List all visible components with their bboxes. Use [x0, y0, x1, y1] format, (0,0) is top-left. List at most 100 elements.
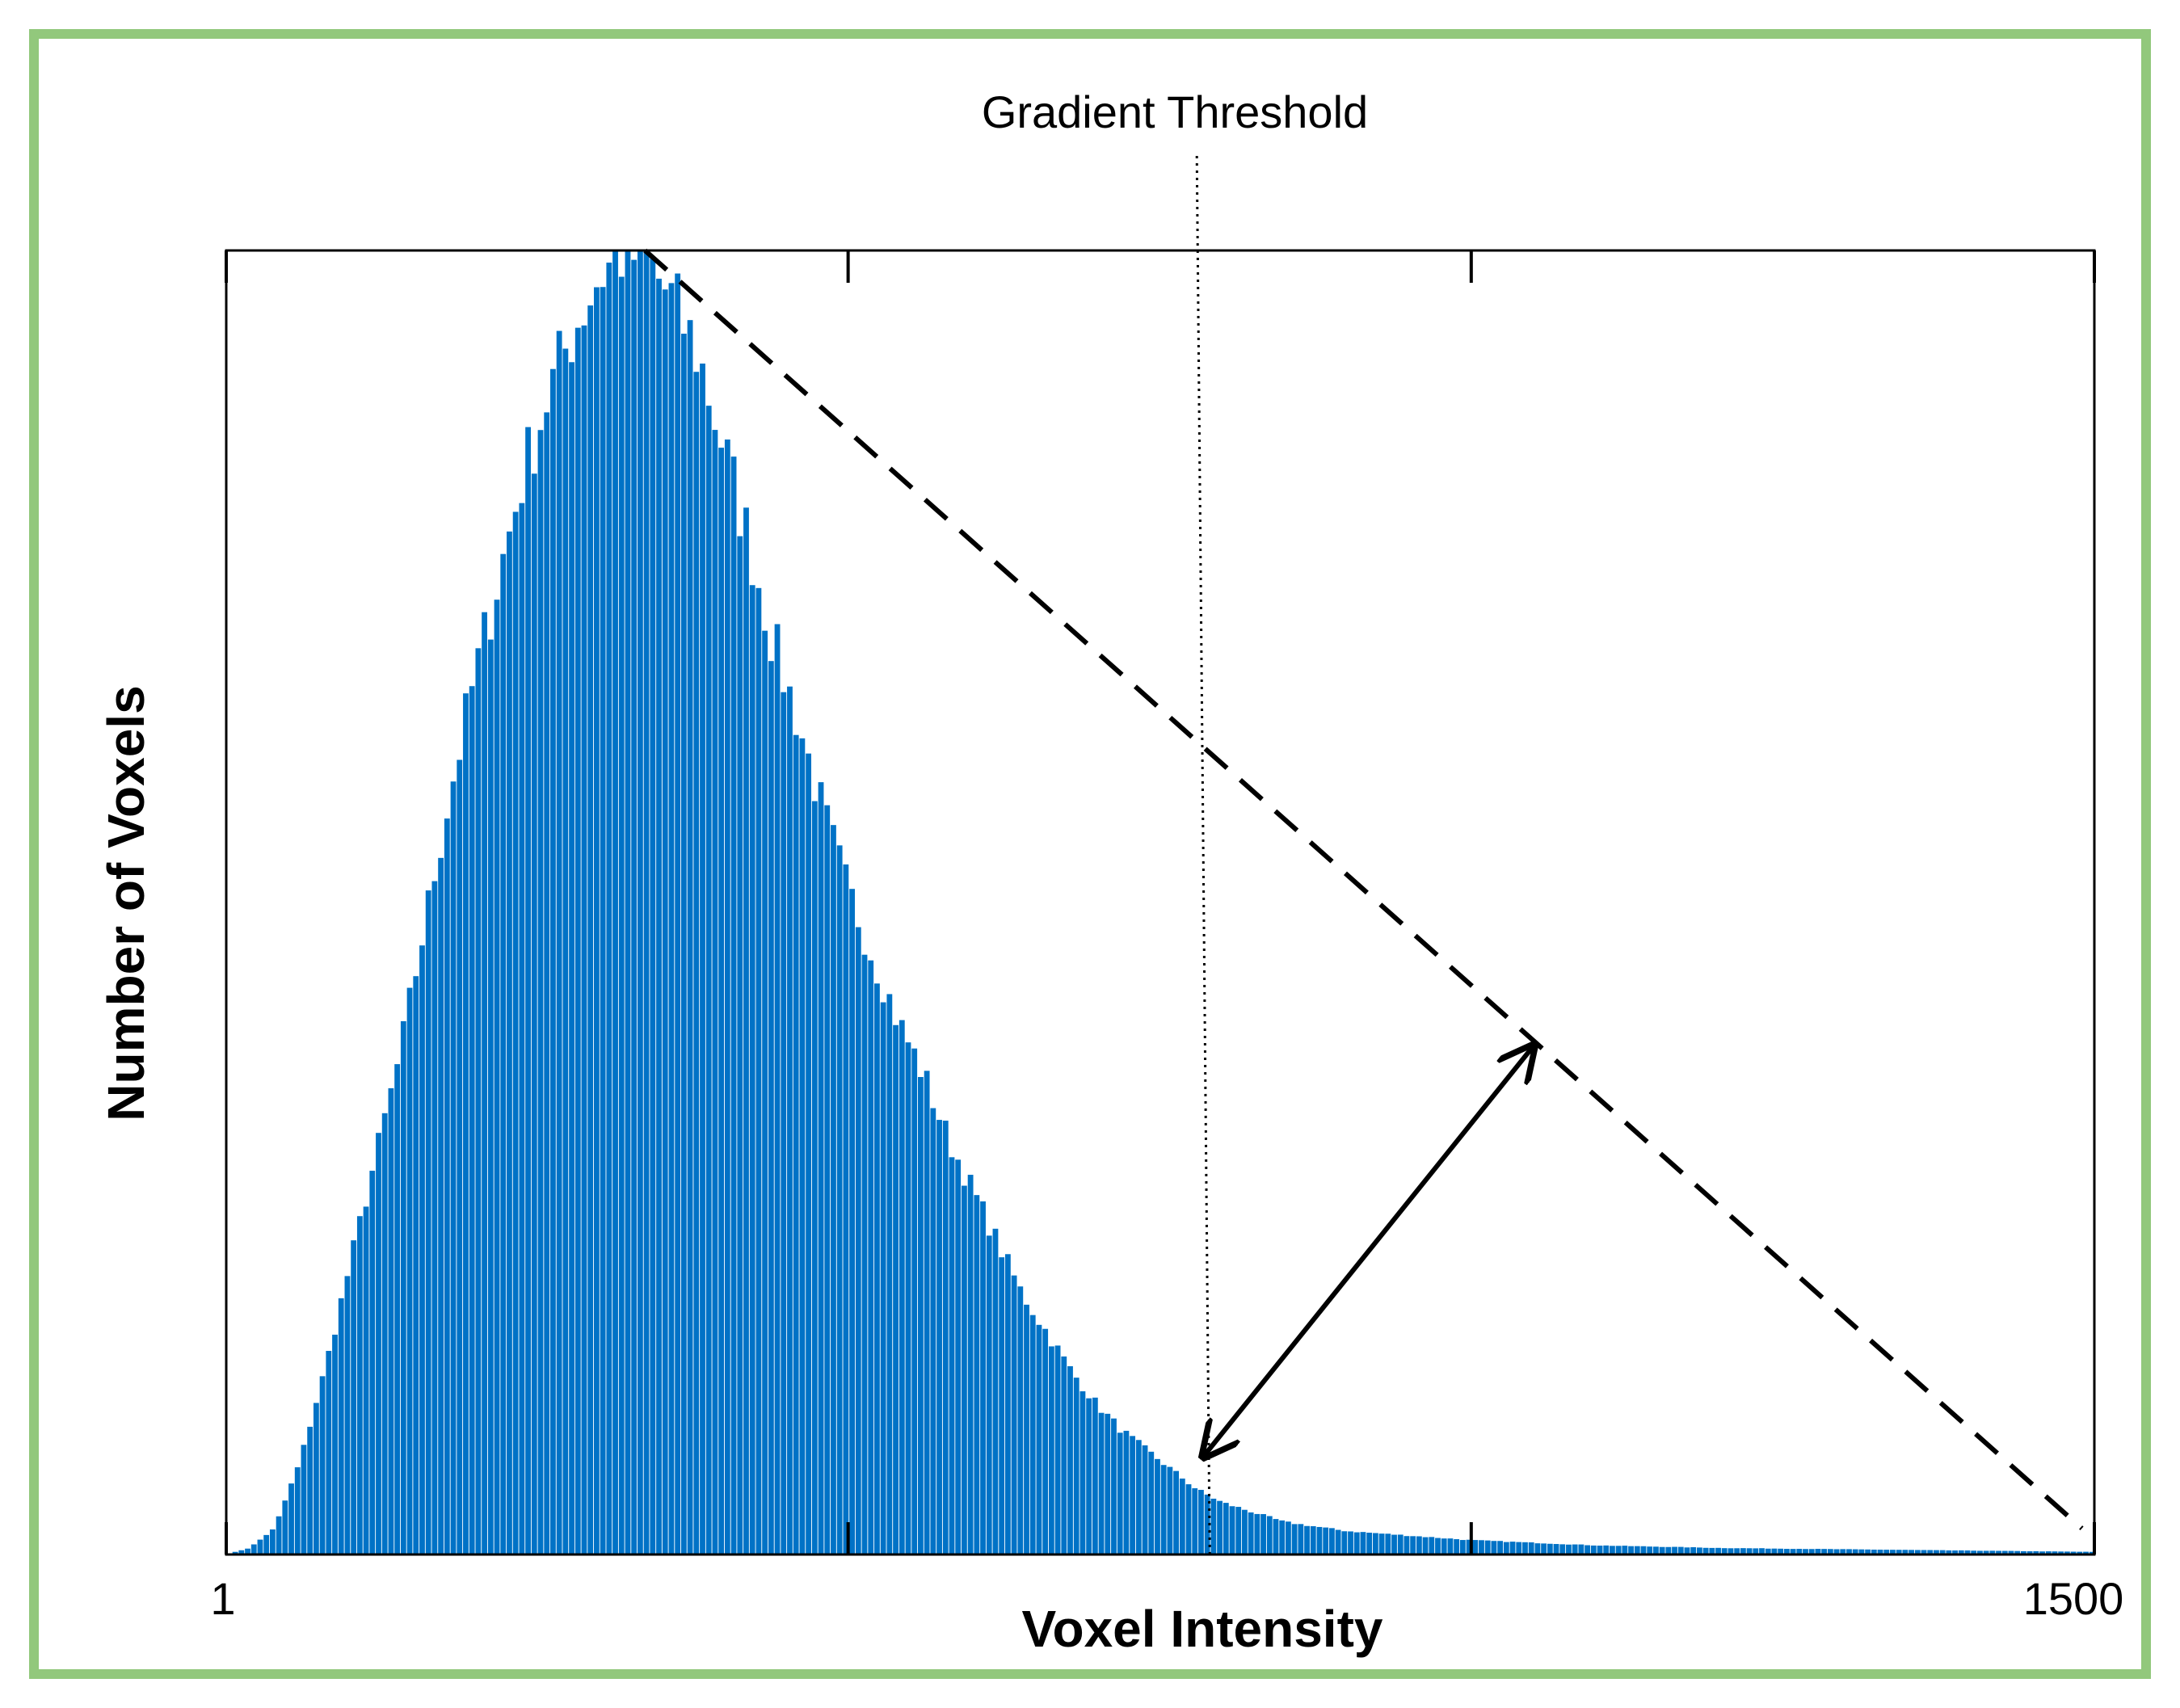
histogram-bar: [1385, 1533, 1391, 1554]
histogram-bar: [531, 473, 537, 1554]
histogram-bar: [1890, 1550, 1896, 1554]
histogram-bar: [1846, 1549, 1852, 1554]
histogram-bar: [1740, 1548, 1746, 1554]
histogram-bar: [406, 987, 413, 1554]
histogram-bar: [574, 327, 581, 1554]
histogram-bar: [1996, 1550, 2001, 1554]
histogram-bar: [999, 1257, 1005, 1554]
histogram-bar: [1653, 1546, 1659, 1554]
histogram-bar: [1036, 1324, 1042, 1554]
histogram-bar: [1210, 1498, 1217, 1554]
histogram-bar: [724, 439, 730, 1554]
histogram-bar: [1179, 1479, 1185, 1554]
histogram-bar: [1578, 1544, 1584, 1554]
histogram-bar: [1117, 1432, 1123, 1554]
histogram-bar: [1291, 1524, 1298, 1554]
histogram-bar: [1902, 1550, 1909, 1554]
histogram-bar: [961, 1185, 967, 1554]
histogram-bar: [831, 825, 836, 1554]
histogram-bar: [849, 889, 855, 1554]
histogram-bar: [1840, 1549, 1846, 1554]
histogram-bar: [2021, 1550, 2026, 1554]
histogram-bar: [1254, 1513, 1260, 1554]
histogram-bar: [1590, 1545, 1597, 1554]
histogram-bar: [618, 276, 625, 1554]
histogram-bar: [606, 263, 612, 1554]
histogram-bar: [1553, 1544, 1559, 1554]
histogram-bar: [1852, 1549, 1858, 1554]
histogram-bar: [1416, 1536, 1422, 1554]
histogram-bar: [562, 348, 569, 1554]
histogram-bar: [1610, 1546, 1615, 1554]
histogram-bar: [1304, 1525, 1310, 1554]
histogram-bar: [1759, 1548, 1765, 1554]
histogram-bar: [899, 1020, 905, 1554]
histogram-bar: [1958, 1550, 1964, 1554]
histogram-bar: [730, 456, 737, 1554]
histogram-bar: [1709, 1547, 1715, 1554]
histogram-bar: [1566, 1544, 1572, 1554]
histogram-bar: [494, 599, 500, 1554]
histogram-bar: [781, 692, 787, 1555]
histogram-bar: [1429, 1537, 1435, 1554]
histogram-bar: [326, 1351, 332, 1554]
plot-area-frame: [225, 249, 2096, 1556]
histogram-chart: Gradient Threshold Number of Voxels Voxe…: [97, 86, 2123, 1658]
histogram-bar: [1092, 1397, 1098, 1554]
histogram-bar: [1491, 1541, 1497, 1554]
histogram-bar: [250, 1544, 257, 1554]
histogram-bar: [1603, 1545, 1610, 1554]
histogram-bar: [2014, 1550, 2021, 1554]
histogram-bar: [1397, 1534, 1404, 1554]
gradient-threshold-line: [1195, 155, 1211, 1555]
histogram-bar: [1360, 1532, 1366, 1554]
histogram-bar: [1914, 1550, 1921, 1554]
histogram-bar: [500, 553, 507, 1555]
axis-ticks: [225, 250, 2096, 1554]
histogram-bar: [1155, 1458, 1160, 1554]
histogram-bar: [749, 585, 755, 1554]
histogram-bar: [1341, 1531, 1348, 1554]
histogram-bar: [1634, 1546, 1640, 1554]
histogram-bar: [594, 287, 600, 1554]
histogram-bar: [376, 1133, 381, 1554]
histogram-bar: [637, 250, 643, 1554]
histogram-bar: [1316, 1526, 1323, 1554]
histogram-bar: [656, 278, 662, 1555]
histogram-bar: [1946, 1550, 1952, 1554]
histogram-bar: [537, 430, 544, 1554]
histogram-bar: [886, 994, 893, 1554]
histogram-bar: [1909, 1550, 1914, 1554]
figure-frame: Gradient Threshold Number of Voxels Voxe…: [29, 29, 2151, 1679]
histogram-bar: [1441, 1538, 1447, 1554]
histogram-bar: [1964, 1550, 1971, 1554]
histogram-bar: [650, 258, 656, 1554]
histogram-bar: [1353, 1532, 1360, 1554]
histogram-bar: [487, 639, 494, 1554]
histogram-bar: [1130, 1436, 1136, 1554]
perpendicular-distance-arrow: [1203, 1046, 1534, 1457]
histogram-bar: [1746, 1548, 1753, 1554]
histogram-bar: [550, 368, 556, 1555]
histogram-bar: [880, 1002, 886, 1554]
histogram-bar: [799, 738, 806, 1554]
histogram-bar: [1522, 1542, 1528, 1554]
histogram-bar: [1952, 1550, 1958, 1554]
histogram-bar: [1372, 1533, 1378, 1554]
histogram-bar: [569, 362, 574, 1554]
threshold-label: Gradient Threshold: [982, 86, 1368, 137]
histogram-bar: [1086, 1398, 1092, 1554]
histogram-bar: [1796, 1549, 1803, 1554]
histogram-bar: [2064, 1551, 2070, 1554]
histogram-bar: [1771, 1548, 1778, 1554]
histogram-bar: [1185, 1484, 1192, 1554]
histogram-bar: [1803, 1549, 1808, 1554]
histogram-bar: [1983, 1550, 1989, 1554]
histogram-bar: [600, 287, 606, 1555]
histogram-bar: [1048, 1346, 1054, 1554]
histogram-bar: [444, 818, 450, 1554]
histogram-bar: [1939, 1550, 1946, 1554]
histogram-bar: [1335, 1529, 1341, 1554]
x-axis-label: Voxel Intensity: [1022, 1600, 1383, 1658]
histogram-bar: [232, 1551, 238, 1554]
